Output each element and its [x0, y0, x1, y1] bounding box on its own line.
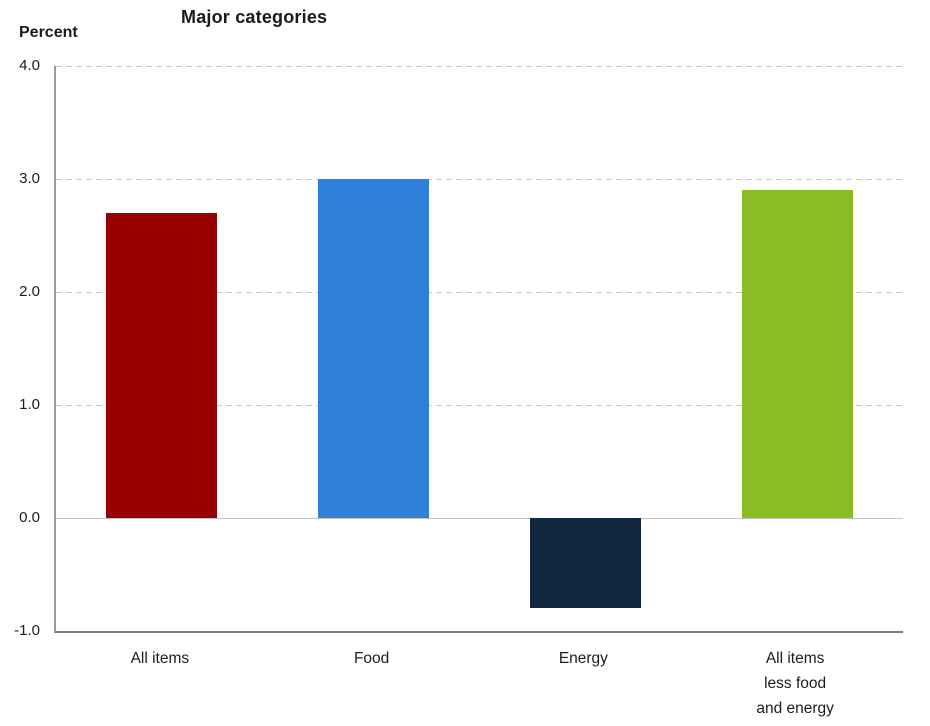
- y-tick-label: 0.0: [19, 509, 40, 526]
- y-tick-label: 3.0: [19, 170, 40, 187]
- x-label-energy: Energy: [558, 650, 608, 667]
- bar-all-items-less-food-and-energy: [741, 190, 853, 518]
- chart-title: Major categories: [181, 7, 328, 27]
- bar-all-items: [106, 212, 218, 518]
- gridline: [56, 179, 903, 180]
- gridline: [56, 405, 903, 406]
- y-tick-label: 2.0: [19, 283, 40, 300]
- x-label-all-items: All items: [130, 650, 190, 667]
- zero-line: [56, 518, 903, 519]
- bar-food: [318, 179, 430, 518]
- y-tick-label: 1.0: [19, 396, 40, 413]
- y-tick-label: -1.0: [14, 622, 40, 639]
- plot-area: [54, 66, 903, 633]
- x-label-all-items-less-food-and-energy: All items less food and energy: [756, 650, 834, 717]
- y-tick-label: 4.0: [19, 57, 40, 74]
- bar-energy: [529, 518, 641, 609]
- x-label-food: Food: [353, 650, 390, 667]
- y-axis-title: Percent: [19, 24, 78, 41]
- gridline: [56, 292, 903, 293]
- gridline: [56, 66, 903, 67]
